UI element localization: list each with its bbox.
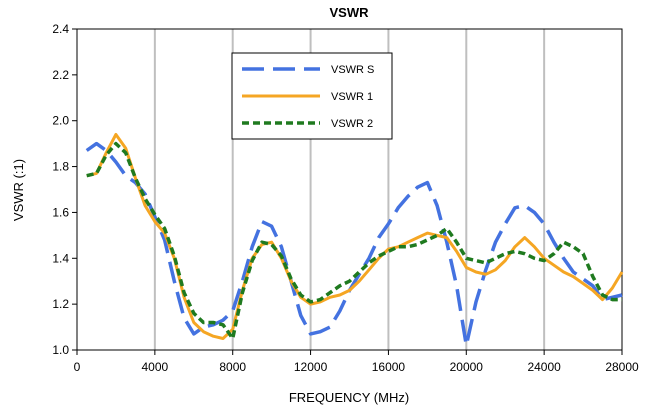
y-tick-label: 2.0 — [52, 114, 69, 128]
x-tick-label: 8000 — [219, 360, 246, 374]
x-tick-label: 4000 — [142, 360, 169, 374]
series-line-3 — [86, 141, 622, 341]
x-tick-label: 16000 — [372, 360, 406, 374]
x-tick-label: 12000 — [294, 360, 328, 374]
series-group — [85, 133, 624, 348]
series-line-1 — [85, 141, 623, 348]
x-tick-label: 28000 — [605, 360, 639, 374]
x-axis-label: FREQUENCY (MHz) — [289, 390, 409, 405]
y-axis-label: VSWR (:1) — [11, 159, 26, 221]
y-tick-label: 1.8 — [52, 160, 69, 174]
chart-title: VSWR — [330, 5, 370, 20]
legend-label-3: VSWR 2 — [331, 118, 373, 130]
x-tick-label: 20000 — [450, 360, 484, 374]
legend-label-1: VSWR S — [331, 64, 374, 76]
axis-ticks: 0 4000 8000 12000 16000 20000 24000 28000 1.0 1.2… — [52, 22, 639, 374]
y-tick-label: 1.0 — [52, 343, 69, 357]
legend-label-2: VSWR 1 — [331, 91, 373, 103]
series-line-2 — [86, 133, 624, 340]
x-tick-label: 0 — [74, 360, 81, 374]
y-tick-label: 2.4 — [52, 22, 69, 36]
y-tick-label: 2.2 — [52, 68, 69, 82]
legend: VSWR S VSWR 1 VSWR 2 — [231, 52, 393, 140]
y-tick-label: 1.6 — [52, 205, 69, 219]
plot-area-frame — [76, 28, 623, 351]
y-tick-label: 1.4 — [52, 251, 69, 265]
y-tick-label: 1.2 — [52, 297, 69, 311]
x-tick-label: 24000 — [527, 360, 561, 374]
